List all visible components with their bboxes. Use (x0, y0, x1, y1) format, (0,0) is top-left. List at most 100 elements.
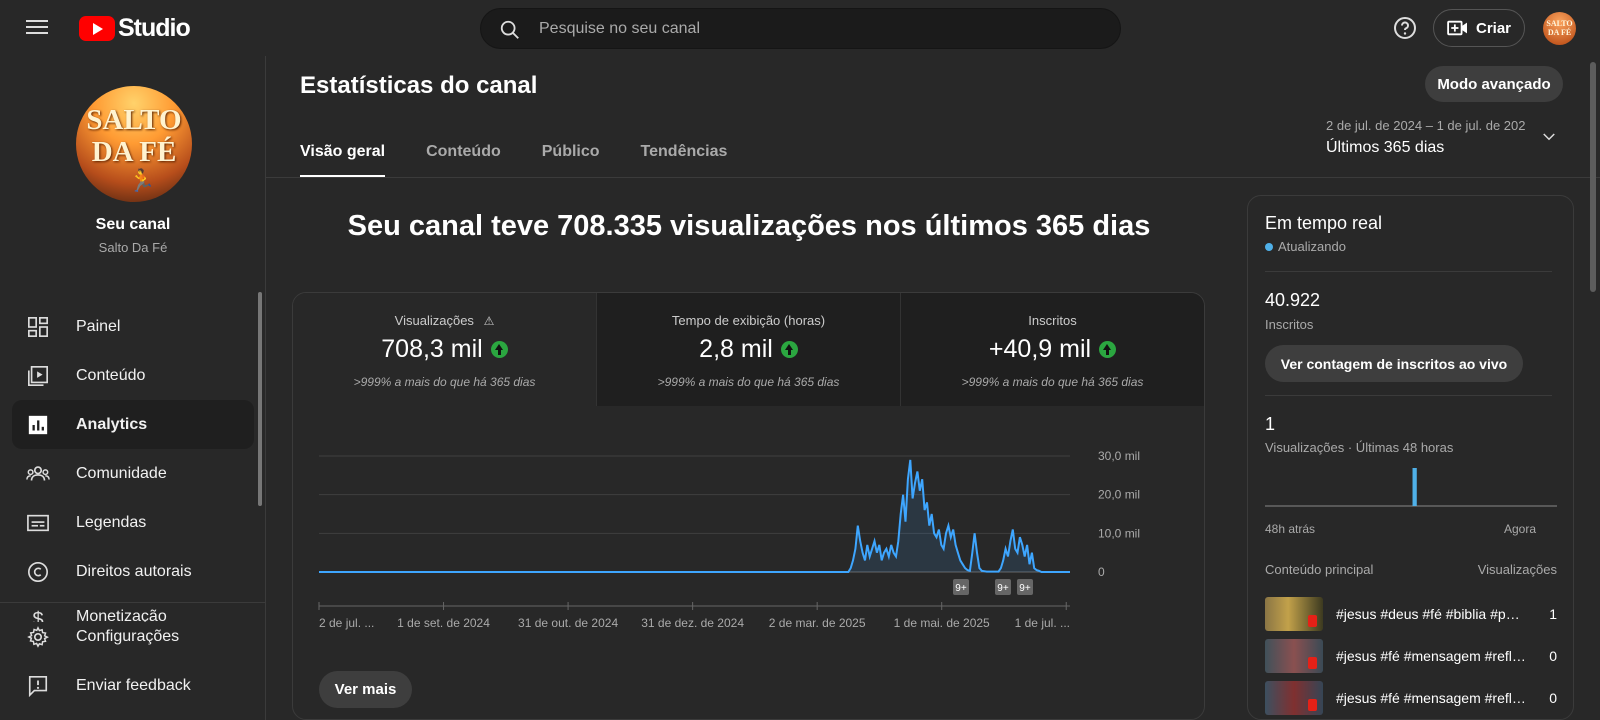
video-thumbnail (1265, 597, 1323, 631)
y-tick-label: 10,0 mil (1098, 526, 1140, 540)
search-bar[interactable] (480, 8, 1121, 49)
metric-comparison: >999% a mais do que há 365 dias (657, 375, 840, 389)
realtime-title: Em tempo real (1265, 213, 1383, 233)
divider (1265, 395, 1552, 396)
gear-icon (26, 625, 50, 649)
analytics-icon (26, 413, 50, 437)
sidebar-item-label: Direitos autorais (76, 562, 192, 580)
create-video-icon (1447, 20, 1467, 36)
top-content-row[interactable]: #jesus #deus #fé #biblia #palavra 1 (1265, 596, 1557, 632)
avatar-text-line1: SALTO (86, 104, 182, 136)
y-tick-label: 0 (1098, 565, 1105, 579)
sidebar-item-label: Configurações (76, 627, 180, 645)
community-icon (26, 462, 50, 486)
sidebar-item-monetizacao[interactable]: $ Monetização (12, 596, 254, 622)
video-views: 1 (1549, 606, 1557, 622)
date-range-label: Últimos 365 dias (1326, 139, 1445, 156)
metric-value-row: 708,3 mil (293, 335, 596, 364)
sidebar-item-configuracoes[interactable]: Configurações (12, 612, 254, 661)
metric-label: Inscritos (1028, 313, 1077, 328)
top-bar: Studio Criar SALTO DA FÉ (0, 0, 1600, 56)
sidebar-item-direitos-autorais[interactable]: Direitos autorais (12, 547, 254, 596)
advanced-mode-button[interactable]: Modo avançado (1425, 66, 1563, 102)
x-tick-label: 2 de mar. de 2025 (769, 616, 866, 630)
page-title: Estatísticas do canal (300, 72, 538, 99)
sidebar-bottom-nav: Configurações Enviar feedback (12, 612, 254, 710)
marker-label: 9+ (997, 583, 1009, 594)
avatar-text-line2: DA FÉ (91, 136, 177, 168)
realtime-card: Em tempo real Atualizando 40.922 Inscrit… (1247, 195, 1574, 720)
sidebar-item-painel[interactable]: Painel (12, 302, 254, 351)
metric-label: Tempo de exibição (horas) (671, 313, 826, 328)
create-label: Criar (1475, 19, 1512, 37)
tabs-divider (266, 177, 1600, 178)
top-content-label: Conteúdo principal (1265, 562, 1374, 577)
x-tick-label: 31 de out. de 2024 (518, 616, 618, 630)
sidebar-nav: Painel Conteúdo Analytics Comunidade Leg… (12, 302, 254, 622)
channel-avatar[interactable]: SALTO DA FÉ 🏃 (76, 86, 192, 202)
sidebar-scrollbar[interactable] (258, 292, 262, 506)
tab-publico[interactable]: Público (541, 143, 600, 160)
x-tick-label: 31 de dez. de 2024 (641, 616, 744, 630)
feedback-icon (26, 674, 50, 698)
metric-label: Visualizações ⚠ (293, 313, 596, 328)
metric-value: 2,8 mil (699, 335, 773, 363)
metric-value-row: 2,8 mil (597, 335, 900, 364)
page-scrollbar[interactable] (1590, 62, 1596, 292)
create-button[interactable]: Criar (1433, 9, 1525, 47)
top-content-row[interactable]: #jesus #fé #mensagem #reflexão 0 (1265, 638, 1557, 674)
sidebar-item-label: Painel (76, 317, 121, 335)
metric-value-row: +40,9 mil (901, 335, 1204, 364)
hamburger-menu-icon[interactable] (26, 17, 48, 39)
arrow-up-icon (780, 341, 798, 358)
top-content-row[interactable]: #jesus #fé #mensagem #reflexão 0 (1265, 680, 1557, 716)
video-title: #jesus #fé #mensagem #reflexão (1336, 648, 1526, 664)
marker-badge (995, 579, 1011, 595)
metric-value: +40,9 mil (988, 335, 1092, 363)
date-range-selector[interactable]: 2 de jul. de 2024 – 1 de jul. de 2025 Úl… (1326, 118, 1558, 157)
tab-tendencias[interactable]: Tendências (640, 143, 728, 160)
video-title: #jesus #fé #mensagem #reflexão (1336, 690, 1526, 706)
metric-subscribers[interactable]: Inscritos +40,9 mil >999% a mais do que … (900, 293, 1204, 406)
mini-chart-end-label: Agora (1504, 522, 1537, 536)
account-avatar[interactable]: SALTO DA FÉ (1543, 12, 1576, 45)
warning-icon: ⚠ (483, 314, 495, 328)
sidebar-item-label: Legendas (76, 513, 147, 531)
live-dot-icon (1265, 242, 1273, 251)
views-chart: 30,0 mil 20,0 mil 10,0 mil 0 9+ 9+ 9+ 2 de jul.… (318, 449, 1140, 630)
sidebar-item-enviar-feedback[interactable]: Enviar feedback (12, 661, 254, 710)
sidebar-item-legendas[interactable]: Legendas (12, 498, 254, 547)
video-thumbnail (1265, 639, 1323, 673)
subtitles-icon (26, 511, 50, 535)
video-views: 0 (1549, 690, 1557, 706)
metric-views[interactable]: Visualizações ⚠ 708,3 mil >999% a mais d… (293, 293, 596, 406)
date-range-dates: 2 de jul. de 2024 – 1 de jul. de 2025 (1326, 118, 1526, 133)
metric-watch-time[interactable]: Tempo de exibição (horas) 2,8 mil >999% … (596, 293, 900, 406)
channel-label: Seu canal (95, 216, 171, 233)
metric-label-text: Visualizações (394, 313, 474, 328)
chevron-down-icon (1543, 133, 1555, 141)
realtime-views-value: 1 (1265, 414, 1276, 434)
help-icon[interactable] (1393, 16, 1417, 40)
search-input[interactable] (539, 18, 1059, 40)
live-subs-count-button[interactable]: Ver contagem de inscritos ao vivo (1265, 345, 1523, 382)
headline: Seu canal teve 708.335 visualizações nos… (347, 210, 1151, 242)
metric-comparison: >999% a mais do que há 365 dias (353, 375, 536, 389)
tab-visao-geral[interactable]: Visão geral (300, 126, 386, 177)
tab-conteudo[interactable]: Conteúdo (426, 143, 501, 160)
sidebar-item-label: Comunidade (76, 464, 167, 482)
video-views: 0 (1549, 648, 1557, 664)
search-icon (500, 20, 519, 39)
sidebar-item-conteudo[interactable]: Conteúdo (12, 351, 254, 400)
arrow-up-icon (1099, 341, 1117, 358)
runner-icon: 🏃 (128, 168, 156, 193)
studio-logo[interactable]: Studio (79, 14, 191, 43)
shorts-icon (1308, 615, 1317, 627)
sidebar-item-comunidade[interactable]: Comunidade (12, 449, 254, 498)
x-tick-label: 1 de set. de 2024 (397, 616, 490, 630)
marker-label: 9+ (955, 583, 967, 594)
see-more-button[interactable]: Ver mais (319, 671, 412, 708)
sidebar-item-analytics[interactable]: Analytics (12, 400, 254, 449)
series-area (319, 459, 1070, 572)
sidebar-item-label: Enviar feedback (76, 676, 191, 694)
